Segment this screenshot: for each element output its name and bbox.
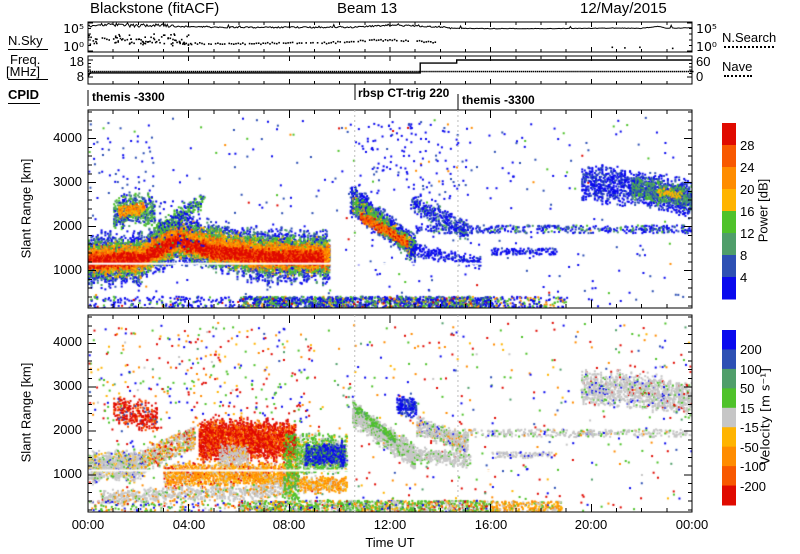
- vel-cbar-label-100: 100: [740, 362, 762, 377]
- vel-cbar-label-m200b: -200: [740, 479, 767, 494]
- vel-cbar-label-m50: -50: [740, 440, 759, 455]
- date-label: 12/May/2015: [580, 0, 667, 17]
- xtick-1200: 12:00: [373, 517, 407, 532]
- power-cbar-label-20: 20: [740, 182, 755, 197]
- freq-axis-label-2: [MHz]: [6, 64, 40, 79]
- cpid-axis-label: CPID: [8, 87, 40, 102]
- cpid-entry-3: themis -3300: [462, 93, 535, 107]
- cpid-entry-1: themis -3300: [92, 90, 165, 104]
- nsky-axis-label: N.Sky: [8, 33, 43, 48]
- nsky-tick-bottom-left: 10⁰: [63, 39, 84, 54]
- power-cbar-label-4: 4: [740, 270, 748, 285]
- xtick-0800: 08:00: [272, 517, 306, 532]
- nsky-tick-top-right: 10⁵: [696, 21, 717, 36]
- xtick-0000a: 00:00: [71, 517, 105, 532]
- xaxis-title: Time UT: [365, 535, 415, 550]
- nsearch-legend-line: [724, 46, 774, 48]
- vel-cbar-label-50: 50: [740, 381, 755, 396]
- vel-cbar-label-200: 200: [740, 342, 762, 357]
- power-ytick-3000: 3000: [53, 174, 82, 189]
- page-title: Blackstone (fitACF): [90, 0, 220, 17]
- power-cbar-label-16: 16: [740, 204, 755, 219]
- xtick-1600: 16:00: [474, 517, 508, 532]
- freq-tick-bottom: 8: [76, 69, 84, 84]
- power-cbar-label-28: 28: [740, 138, 755, 153]
- xtick-0400: 04:00: [172, 517, 206, 532]
- power-cbar-title: Power [dB]: [755, 178, 771, 243]
- vel-ytick-1000: 1000: [53, 466, 82, 481]
- velocity-rti-plot: [88, 315, 692, 512]
- nsky-tick-bottom-right: 10⁰: [696, 39, 717, 54]
- freq-legend-line: [8, 79, 48, 80]
- nsky-tick-top-left: 10⁵: [63, 21, 84, 36]
- nave-tick-bottom: 0: [696, 69, 704, 84]
- vel-ytick-3000: 3000: [53, 378, 82, 393]
- freq-axis-label-1: Freq.: [10, 52, 41, 67]
- cpid-entry-2: rbsp CT-trig 220: [358, 86, 450, 100]
- vel-ytick-2000: 2000: [53, 422, 82, 437]
- vel-cbar-label-15: 15: [740, 401, 755, 416]
- vel-cbar-label-m100: -100: [740, 459, 767, 474]
- nsearch-legend-label: N.Search: [722, 30, 777, 45]
- freq-tick-top: 18: [69, 54, 84, 69]
- xtick-2000: 20:00: [574, 517, 608, 532]
- power-cbar-label-12: 12: [740, 226, 755, 241]
- power-ytick-4000: 4000: [53, 130, 82, 145]
- cpid-legend-line: [8, 103, 40, 104]
- vel-yaxis-title: Slant Range [km]: [18, 362, 34, 463]
- vel-ytick-4000: 4000: [53, 334, 82, 349]
- nave-legend-line: [724, 75, 752, 77]
- power-yaxis-title: Slant Range [km]: [18, 158, 34, 259]
- nsky-legend-line: [8, 49, 48, 50]
- beam-label: Beam 13: [337, 0, 398, 17]
- power-ytick-1000: 1000: [53, 262, 82, 277]
- power-rti-plot: [88, 110, 692, 308]
- nave-tick-top: 60: [696, 54, 711, 69]
- power-ytick-2000: 2000: [53, 218, 82, 233]
- power-cbar-label-24: 24: [740, 160, 755, 175]
- nave-legend-label: Nave: [722, 59, 753, 74]
- vel-cbar-title: Velocity [m s⁻¹]: [757, 367, 773, 466]
- vel-cbar-label-m15: -15: [740, 420, 759, 435]
- power-cbar-label-8: 8: [740, 248, 748, 263]
- xtick-0000b: 00:00: [675, 517, 709, 532]
